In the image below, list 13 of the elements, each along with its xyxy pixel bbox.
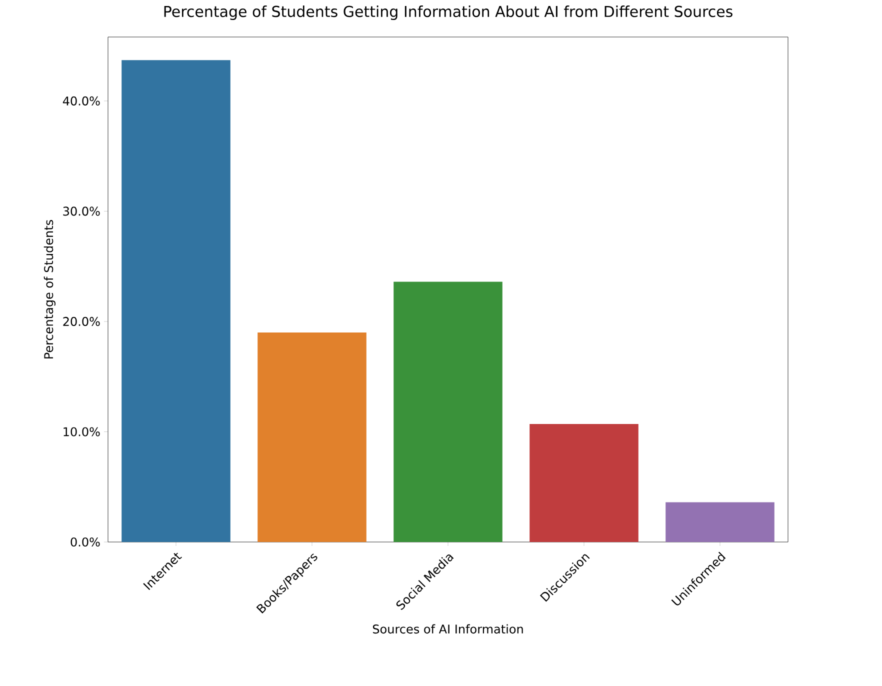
- bar: [394, 282, 502, 542]
- bar: [258, 332, 366, 542]
- chart-title: Percentage of Students Getting Information About AI from Different Sources: [164, 6, 732, 20]
- bar: [530, 424, 638, 542]
- x-axis-title: Sources of AI Information: [372, 624, 523, 634]
- y-tick-label: 0.0%: [70, 537, 100, 547]
- y-tick-label: 40.0%: [62, 96, 100, 106]
- y-tick-label: 10.0%: [64, 427, 100, 436]
- y-axis-title: Percentage of Students: [44, 220, 56, 358]
- y-tick-label: 30.0%: [63, 206, 100, 216]
- bar: [666, 502, 774, 542]
- y-tick-label: 20.0%: [63, 316, 100, 326]
- bar: [122, 60, 230, 542]
